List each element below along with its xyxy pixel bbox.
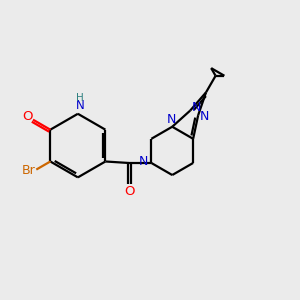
Text: O: O xyxy=(22,110,33,123)
Text: O: O xyxy=(124,185,135,198)
Text: N: N xyxy=(200,110,209,123)
Text: N: N xyxy=(167,113,176,126)
Text: H: H xyxy=(76,94,84,103)
Text: Br: Br xyxy=(21,164,35,177)
Text: N: N xyxy=(191,101,201,114)
Text: N: N xyxy=(138,155,148,168)
Text: N: N xyxy=(76,99,85,112)
